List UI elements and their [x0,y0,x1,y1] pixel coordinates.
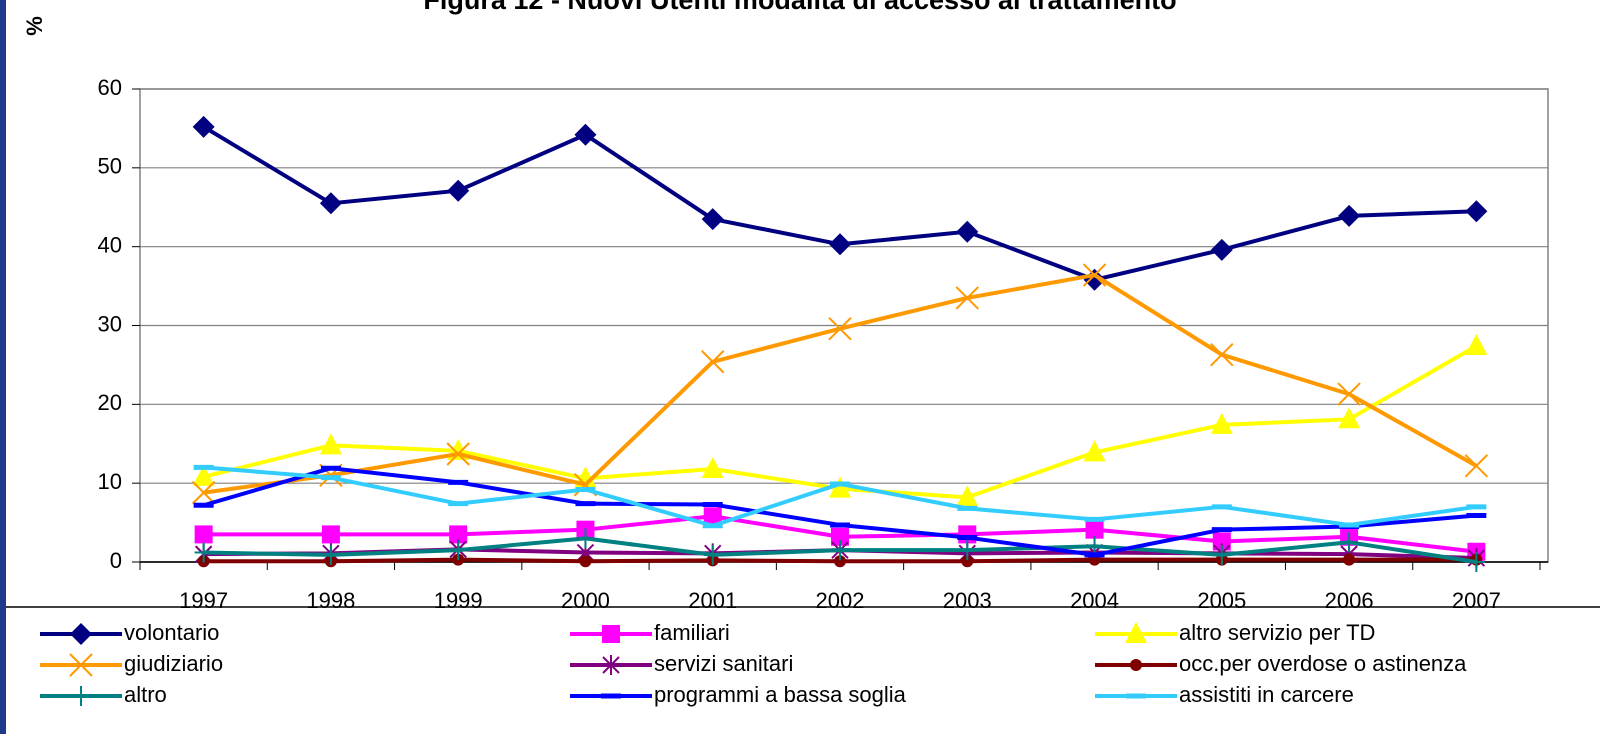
data-point [1338,407,1361,429]
data-point [701,208,724,231]
data-point [446,442,470,466]
data-point [449,540,468,561]
y-tick-label: 0 [110,548,122,573]
data-point [1464,454,1489,478]
x-tick-label: 2000 [561,588,610,613]
x-tick-label: 1999 [434,588,483,613]
data-point [955,286,979,310]
legend-label: servizi sanitari [654,651,793,676]
left-border [0,0,6,734]
data-point [1210,342,1234,367]
y-tick-label: 60 [98,75,122,100]
x-tick-label: 1998 [306,588,355,613]
data-point [1465,200,1488,223]
y-tick-label: 50 [98,154,122,179]
data-point [958,540,977,561]
x-tick-label: 2006 [1325,588,1374,613]
data-point [829,476,851,498]
legend-label: occ.per overdose o astinenza [1179,651,1467,676]
legend-label: familiari [654,620,730,645]
x-tick-label: 1997 [179,588,228,613]
data-point [831,540,849,561]
legend-label: assistiti in carcere [1179,682,1354,707]
data-point [828,316,852,341]
data-point [1082,263,1107,287]
data-point [319,433,342,455]
y-tick-label: 20 [98,390,122,415]
legend-marker [72,686,90,706]
data-point [956,485,979,507]
data-point [1210,238,1233,261]
data-point [1085,520,1104,539]
data-point [194,525,213,544]
legend-label: altro servizio per TD [1179,620,1375,645]
x-tick-label: 2001 [688,588,737,613]
legend-marker [602,655,620,675]
chart-title: Figura 12 - Nuovi Utenti modalità di acc… [423,0,1176,15]
data-point [321,544,340,565]
y-tick-label: 40 [98,232,122,257]
data-point [1343,553,1356,566]
data-point [834,555,846,568]
x-tick-label: 2005 [1197,588,1246,613]
x-tick-label: 2004 [1070,588,1119,613]
legend-label: giudiziario [124,651,223,676]
data-point [576,528,595,549]
data-point [191,480,216,505]
data-point [1340,532,1359,553]
legend-marker [1125,622,1147,643]
legend-label: volontario [124,620,219,645]
data-point [192,115,215,138]
data-point [956,220,979,243]
data-point [1465,333,1488,355]
data-point [703,544,722,565]
legend-marker [602,625,620,643]
legend-label: altro [124,682,167,707]
data-point [701,456,724,478]
data-point [1212,532,1231,551]
data-point [1212,544,1231,565]
data-point [1083,440,1106,462]
x-tick-label: 2003 [943,588,992,613]
data-point [447,179,470,202]
data-point [961,555,974,568]
y-tick-label: 10 [98,469,122,494]
y-axis-label: % [22,16,47,36]
data-point [1338,204,1361,227]
series-line [203,273,1478,495]
data-point [449,525,468,544]
legend-label: programmi a bassa soglia [654,682,907,707]
legend-marker [70,623,92,645]
x-tick-label: 2002 [816,588,865,613]
legend-marker [69,653,93,677]
data-point [321,525,340,544]
data-point [1337,382,1361,406]
data-point [701,350,725,374]
legend-marker [1130,659,1142,671]
data-point [192,464,215,486]
data-point [1467,552,1486,572]
series-line [202,125,1477,282]
data-point [319,192,342,215]
x-tick-label: 2007 [1452,588,1501,613]
data-point [1210,412,1233,434]
data-point [194,542,213,563]
data-point [703,507,722,526]
y-tick-label: 30 [98,311,122,336]
data-point [831,527,849,546]
data-point [829,233,851,256]
data-point [579,555,592,568]
data-point [574,123,597,146]
